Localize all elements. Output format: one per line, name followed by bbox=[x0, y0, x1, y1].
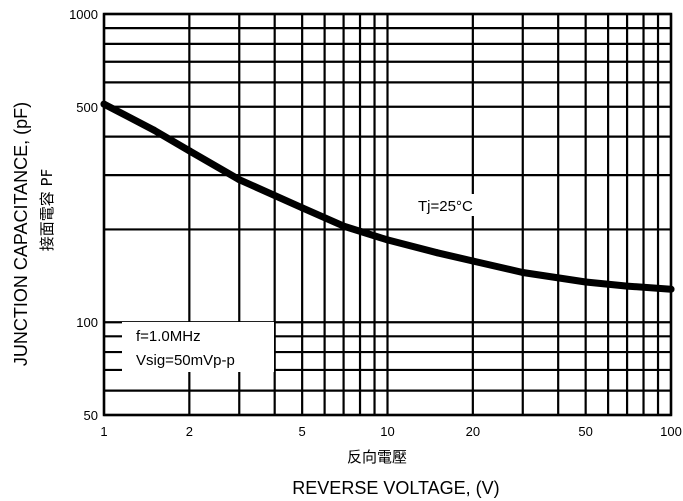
data-point bbox=[298, 204, 306, 212]
data-point bbox=[433, 249, 441, 257]
data-point bbox=[185, 147, 193, 155]
x-tick-label: 20 bbox=[466, 424, 480, 439]
x-tick-label: 10 bbox=[380, 424, 394, 439]
x-tick-label: 2 bbox=[186, 424, 193, 439]
x-tick-label: 5 bbox=[299, 424, 306, 439]
frequency-annotation: f=1.0MHz bbox=[136, 328, 201, 345]
data-point bbox=[100, 100, 108, 108]
y-axis-title: JUNCTION CAPACITANCE, (pF) bbox=[11, 102, 31, 366]
x-tick-label: 100 bbox=[660, 424, 682, 439]
series-layer bbox=[100, 100, 675, 293]
x-tick-label: 50 bbox=[578, 424, 592, 439]
legend-box-bg bbox=[122, 322, 274, 372]
y-tick-label: 100 bbox=[76, 315, 98, 330]
data-point bbox=[340, 222, 348, 230]
grid bbox=[102, 12, 673, 417]
data-point bbox=[623, 282, 631, 290]
data-point bbox=[150, 126, 158, 134]
y-tick-label: 500 bbox=[76, 100, 98, 115]
plot-frame bbox=[102, 12, 673, 417]
data-point bbox=[384, 236, 391, 244]
signal-annotation: Vsig=50mVp-p bbox=[136, 352, 235, 369]
data-point bbox=[667, 285, 675, 293]
x-tick-label: 1 bbox=[100, 424, 107, 439]
temperature-label-bg bbox=[414, 194, 496, 216]
tick-labels: 1 2 5 10 20 50 100 50 100 500 1000 bbox=[69, 7, 682, 439]
y-tick-label: 50 bbox=[84, 408, 98, 423]
x-axis-title-cjk: 反向電壓 bbox=[347, 448, 407, 466]
data-point bbox=[469, 257, 477, 265]
data-point bbox=[519, 268, 527, 276]
temperature-annotation: Tj=25°C bbox=[418, 198, 473, 215]
x-axis-title: REVERSE VOLTAGE, (V) bbox=[292, 478, 499, 498]
data-point bbox=[582, 278, 590, 286]
y-axis-title-cjk: 接面電容 PF bbox=[38, 169, 56, 251]
annotation-layer: f=1.0MHz Vsig=50mVp-p Tj=25°C bbox=[122, 194, 496, 372]
y-tick-label: 1000 bbox=[69, 7, 98, 22]
data-point bbox=[235, 176, 243, 184]
